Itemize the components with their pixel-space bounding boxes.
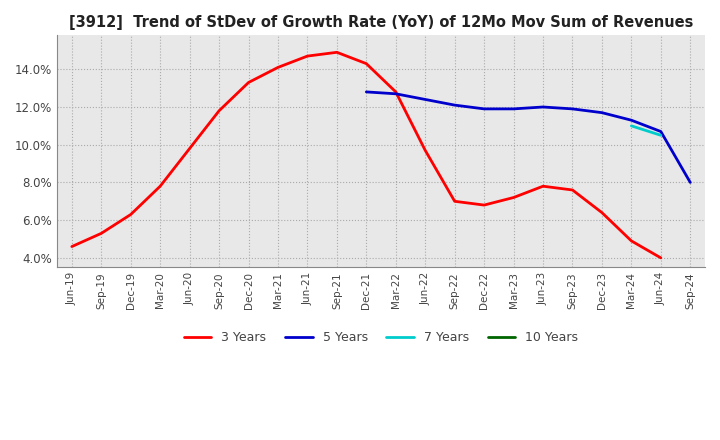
3 Years — [450, 198, 459, 204]
3 Years — [333, 50, 341, 55]
5 Years — [598, 110, 606, 115]
3 Years — [127, 212, 135, 217]
Line: 5 Years: 5 Years — [366, 92, 690, 183]
5 Years — [509, 106, 518, 111]
5 Years — [539, 104, 547, 110]
5 Years — [686, 180, 695, 185]
3 Years — [303, 53, 312, 59]
3 Years — [480, 202, 488, 208]
5 Years — [657, 129, 665, 134]
7 Years — [627, 123, 636, 128]
5 Years — [480, 106, 488, 111]
3 Years — [539, 183, 547, 189]
3 Years — [97, 231, 106, 236]
5 Years — [421, 97, 430, 102]
3 Years — [215, 108, 223, 114]
5 Years — [568, 106, 577, 111]
Title: [3912]  Trend of StDev of Growth Rate (YoY) of 12Mo Mov Sum of Revenues: [3912] Trend of StDev of Growth Rate (Yo… — [69, 15, 693, 30]
7 Years — [657, 132, 665, 138]
3 Years — [421, 148, 430, 153]
3 Years — [156, 183, 164, 189]
3 Years — [657, 255, 665, 260]
3 Years — [627, 238, 636, 244]
3 Years — [185, 146, 194, 151]
5 Years — [392, 91, 400, 96]
3 Years — [509, 195, 518, 200]
Line: 3 Years: 3 Years — [72, 52, 661, 258]
3 Years — [362, 61, 371, 66]
3 Years — [568, 187, 577, 193]
5 Years — [362, 89, 371, 95]
3 Years — [68, 244, 76, 249]
Legend: 3 Years, 5 Years, 7 Years, 10 Years: 3 Years, 5 Years, 7 Years, 10 Years — [179, 326, 583, 349]
5 Years — [450, 103, 459, 108]
5 Years — [627, 117, 636, 123]
3 Years — [598, 210, 606, 215]
3 Years — [274, 65, 282, 70]
3 Years — [392, 89, 400, 95]
Line: 7 Years: 7 Years — [631, 126, 661, 135]
3 Years — [244, 80, 253, 85]
